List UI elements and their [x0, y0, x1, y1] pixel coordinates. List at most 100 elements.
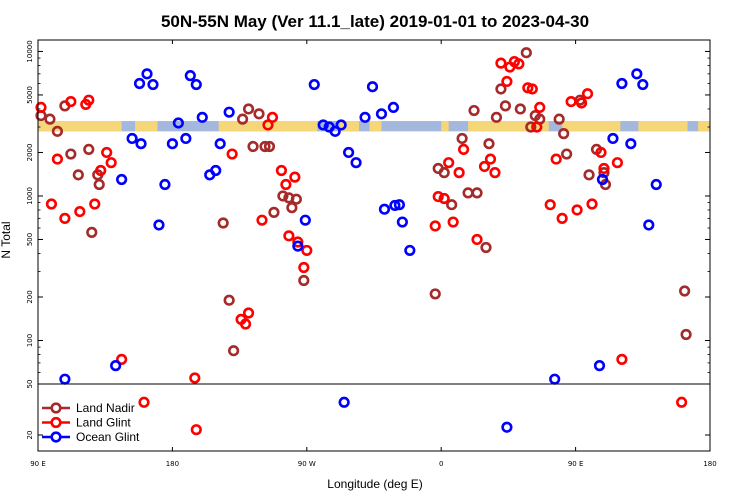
ocean-glint-point: [389, 199, 401, 212]
land-glint-lower-point: [138, 396, 150, 408]
ocean-glint-point: [135, 138, 147, 150]
ocean-glint-point: [596, 173, 609, 186]
land-band-segment: [339, 121, 360, 132]
y-tick-label: 50: [26, 380, 34, 389]
ocean-glint-point: [141, 68, 153, 80]
land-nadir-point: [86, 226, 98, 238]
land-glint-point: [298, 261, 310, 274]
land-nadir-point: [583, 169, 595, 181]
scatter-points: [35, 47, 692, 436]
axes: 90 E 180 90 W 0 90 E 180 50 100 200 500 1000 2000 50…: [26, 39, 717, 468]
land-nadir-point: [72, 169, 84, 181]
land-nadir-point: [462, 187, 474, 199]
land-glint-point: [556, 212, 568, 224]
land-band-segment: [698, 121, 710, 132]
ocean-glint-point: [159, 178, 171, 191]
y-tick-label: 1000: [26, 187, 34, 205]
land-band-segment: [562, 121, 621, 132]
ocean-glint-point: [166, 138, 178, 150]
x-tick-label: 90 W: [298, 460, 316, 468]
chart-title: 50N-55N May (Ver 11.1_late) 2019-01-01 t…: [161, 12, 589, 31]
ocean-glint-point: [223, 106, 235, 118]
land-glint-point: [101, 146, 113, 159]
x-axis-label: Longitude (deg E): [327, 477, 422, 491]
land-glint-point: [35, 101, 47, 114]
land-glint-point: [51, 153, 64, 165]
ocean-glint-point: [126, 132, 138, 145]
land-nadir-point: [520, 47, 532, 59]
ocean-glint-point: [625, 138, 637, 150]
land-glint-point: [283, 230, 295, 242]
land-glint-point: [575, 97, 588, 109]
land-glint-point: [495, 57, 507, 69]
y-tick-label: 200: [26, 290, 34, 303]
land-nadir-point: [259, 140, 271, 153]
land-glint-point: [65, 95, 77, 108]
land-nadir-point: [236, 113, 249, 125]
land-glint-point: [289, 171, 301, 183]
land-glint-point: [105, 157, 117, 169]
x-tick-label: 90 E: [30, 460, 46, 468]
land-glint-point: [501, 75, 513, 88]
land-nadir-point: [298, 274, 310, 287]
ocean-glint-point: [387, 101, 400, 114]
land-nadir-point: [468, 104, 480, 117]
ocean-glint-point: [631, 68, 643, 80]
land-nadir-point: [65, 148, 77, 160]
land-glint-point: [611, 157, 624, 169]
land-glint-point: [59, 212, 71, 224]
ocean-glint-point: [393, 199, 405, 211]
land-nadir-point: [242, 103, 255, 115]
land-glint-point: [471, 233, 483, 246]
ocean-glint-point: [147, 78, 159, 91]
land-band-segment: [369, 121, 382, 132]
land-nadir-point: [83, 143, 95, 155]
land-nadir-point: [228, 345, 240, 357]
land-glint-point: [595, 146, 607, 159]
land-band-segment: [38, 121, 122, 132]
land-nadir-point: [51, 125, 64, 137]
land-nadir-point: [480, 241, 492, 254]
land-glint-point: [189, 372, 201, 384]
land-nadir-point: [253, 108, 265, 120]
land-glint-point: [242, 307, 255, 319]
land-glint-point: [453, 167, 465, 179]
ocean-glint-point: [116, 173, 128, 186]
land-glint-point: [513, 58, 525, 70]
y-tick-label: 2000: [26, 144, 34, 162]
ocean-glint-point: [350, 157, 362, 169]
ocean-glint-point: [180, 132, 192, 145]
land-band-segment: [638, 121, 688, 132]
ocean-glint-point: [196, 111, 208, 123]
ocean-glint-point: [308, 78, 320, 91]
land-nadir-point: [93, 178, 105, 191]
land-glint-point: [301, 244, 313, 257]
land-nadir-point: [598, 167, 610, 179]
land-glint-point: [616, 353, 628, 365]
land-glint-point: [226, 148, 238, 160]
legend-label: Land Glint: [76, 416, 131, 430]
land-band-segment: [218, 121, 318, 132]
ocean-glint-point: [607, 132, 619, 145]
ocean-glint-lower-point: [501, 421, 513, 433]
ocean-glint-point: [299, 214, 311, 226]
ocean-glint-point: [317, 119, 329, 131]
land-nadir-point: [679, 285, 691, 297]
land-nadir-point: [223, 294, 235, 306]
land-nadir-point: [263, 140, 276, 153]
land-nadir-point: [247, 140, 259, 153]
land-glint-point: [438, 192, 450, 205]
land-glint-point: [571, 204, 583, 216]
land-glint-point: [581, 88, 594, 100]
land-band-segment: [441, 121, 449, 132]
legend-marker: [50, 416, 62, 429]
land-nadir-point: [471, 187, 483, 199]
land-nadir-point: [553, 113, 565, 125]
ocean-glint-point: [292, 240, 304, 252]
land-band-segment: [135, 121, 158, 132]
land-nadir-point: [483, 138, 495, 150]
land-nadir-point: [456, 132, 468, 145]
land-glint-point: [565, 95, 577, 108]
land-nadir-point: [558, 128, 570, 140]
land-glint-lower-point: [190, 424, 202, 436]
